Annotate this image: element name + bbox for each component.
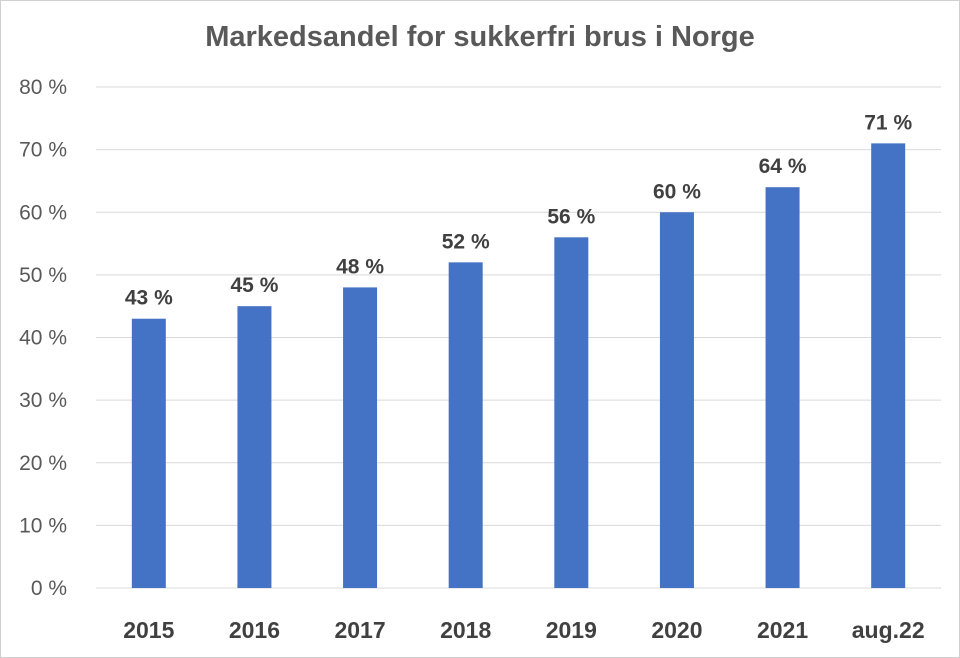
y-tick-label: 10 % bbox=[19, 514, 67, 537]
y-tick-label: 30 % bbox=[19, 389, 67, 412]
y-axis-tick-labels: 0 % 10 % 20 % 30 % 40 % 50 % 60 % 70 % 80 % bbox=[19, 76, 67, 600]
y-tick-label: 20 % bbox=[19, 452, 67, 475]
bar-2017 bbox=[343, 287, 378, 588]
bar-2015 bbox=[131, 318, 166, 588]
data-label: 52 % bbox=[442, 230, 490, 253]
bar-2018 bbox=[448, 262, 483, 588]
bar-2019 bbox=[554, 237, 589, 589]
x-tick-label: 2021 bbox=[757, 617, 808, 643]
bars bbox=[131, 143, 906, 589]
data-label: 48 % bbox=[336, 255, 384, 278]
bar-2020 bbox=[659, 212, 694, 588]
data-label: 71 % bbox=[864, 111, 912, 134]
x-tick-label: 2017 bbox=[334, 617, 385, 643]
gridlines bbox=[96, 86, 941, 589]
x-axis-tick-labels: 2015 2016 2017 2018 2019 2020 2021 aug.22 bbox=[123, 617, 924, 643]
bar-2016 bbox=[237, 306, 272, 588]
data-label: 56 % bbox=[547, 205, 595, 228]
x-tick-label: 2018 bbox=[440, 617, 491, 643]
data-label: 43 % bbox=[125, 287, 173, 310]
y-tick-label: 80 % bbox=[19, 76, 67, 99]
bar-aug.22 bbox=[871, 143, 906, 589]
x-tick-label: 2019 bbox=[546, 617, 597, 643]
x-tick-label: aug.22 bbox=[852, 617, 925, 643]
y-tick-label: 0 % bbox=[31, 577, 67, 600]
data-label: 64 % bbox=[759, 155, 807, 178]
bar-2021 bbox=[765, 187, 800, 588]
y-tick-label: 40 % bbox=[19, 327, 67, 350]
y-tick-label: 60 % bbox=[19, 201, 67, 224]
data-label: 45 % bbox=[231, 274, 279, 297]
x-tick-label: 2020 bbox=[651, 617, 702, 643]
data-labels: 43 % 45 % 48 % 52 % 56 % 60 % 64 % 71 % bbox=[125, 111, 913, 309]
x-tick-label: 2016 bbox=[229, 617, 280, 643]
y-tick-label: 50 % bbox=[19, 264, 67, 287]
chart-title: Markedsandel for sukkerfri brus i Norge bbox=[205, 21, 755, 53]
y-tick-label: 70 % bbox=[19, 139, 67, 162]
x-tick-label: 2015 bbox=[123, 617, 174, 643]
data-label: 60 % bbox=[653, 180, 701, 203]
